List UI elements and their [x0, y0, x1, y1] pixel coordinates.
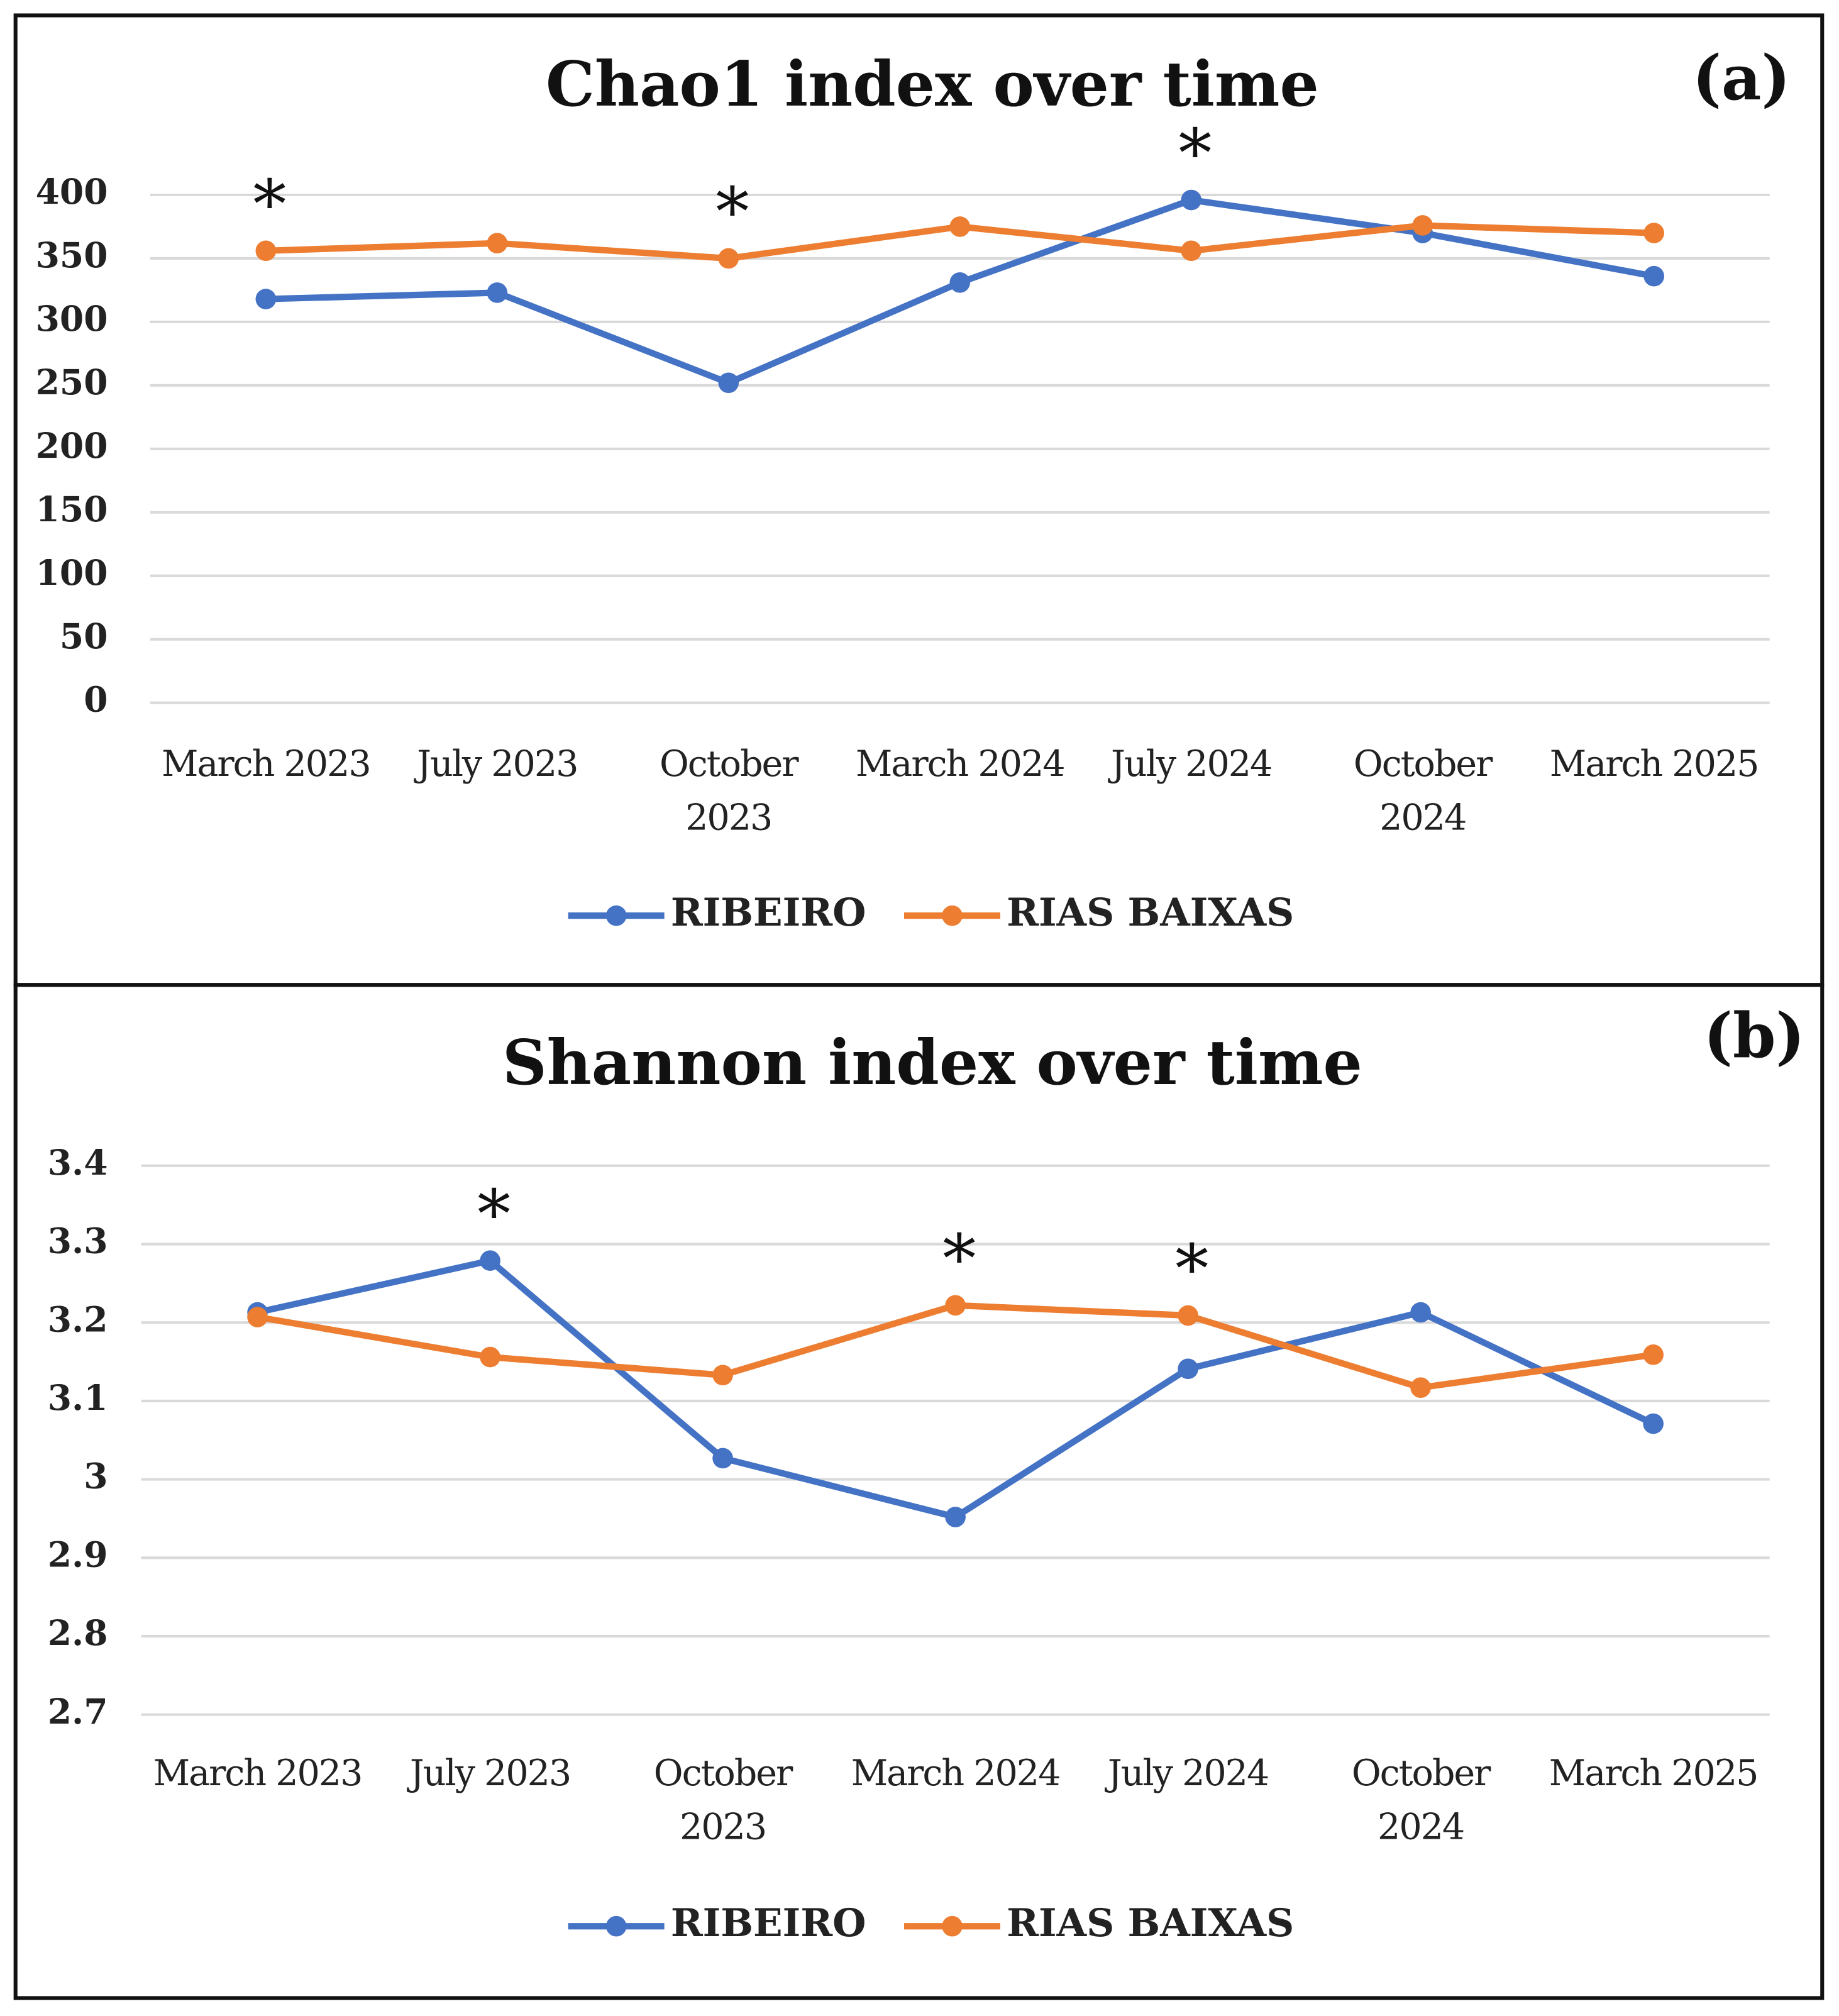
x-tick-label: October 2023	[653, 1751, 793, 1848]
point	[945, 1507, 966, 1527]
x-tick-label-box: July 2023	[409, 1751, 572, 1795]
point	[1643, 265, 1664, 287]
x-tick-label-box: October 2024	[1353, 742, 1493, 839]
x-tick-label-box: March 2023	[153, 1751, 363, 1795]
point	[1410, 1302, 1431, 1323]
x-tick-label: March 2024	[851, 1751, 1061, 1795]
point	[1643, 1413, 1664, 1434]
point	[255, 240, 277, 262]
point	[480, 1250, 500, 1271]
y-tick-label: 3.2	[48, 1299, 108, 1339]
legend-marker	[942, 905, 963, 926]
x-tick-label-box: October 2023	[659, 742, 799, 839]
x-tick-label-box: July 2024	[1107, 1751, 1269, 1795]
x-tick-label: July 2023	[417, 742, 578, 785]
point	[480, 1346, 500, 1368]
panel-label: (b)	[1704, 1000, 1805, 1072]
point	[712, 1448, 733, 1469]
y-tick-label: 150	[36, 489, 108, 529]
x-tick-label: March 2023	[161, 742, 372, 785]
y-tick-label: 3.1	[48, 1377, 108, 1418]
annotation: *	[942, 1221, 976, 1298]
panel-label: (a)	[1693, 42, 1791, 114]
x-tick-label-box: March 2024	[855, 742, 1066, 785]
x-tick-label: July 2024	[1111, 742, 1273, 785]
x-tick-label-box: March 2025	[1549, 1751, 1759, 1795]
y-tick-label: 250	[36, 362, 108, 402]
x-tick-label: July 2023	[409, 1751, 572, 1795]
annotation: *	[1175, 1231, 1208, 1309]
x-tick-label-box: July 2023	[417, 742, 578, 785]
x-tick-label: October 2024	[1353, 742, 1493, 839]
chart-title: Chao1 index over time	[546, 48, 1319, 121]
point	[718, 248, 739, 269]
y-tick-label: 200	[36, 425, 108, 466]
x-tick-label-box: July 2024	[1111, 742, 1273, 785]
point	[1178, 1358, 1198, 1380]
x-tick-label: March 2023	[153, 1751, 363, 1795]
panel-border	[13, 983, 1825, 2000]
x-tick-label-box: March 2024	[851, 1751, 1061, 1795]
x-tick-label-box: March 2023	[161, 742, 372, 785]
point	[945, 1295, 966, 1316]
x-tick-label: March 2024	[855, 742, 1066, 785]
point	[1412, 215, 1433, 236]
x-tick-label: March 2025	[1549, 742, 1760, 785]
x-tick-label: March 2025	[1549, 1751, 1759, 1795]
legend-marker	[605, 1915, 627, 1937]
x-tick-label: July 2024	[1107, 1751, 1269, 1795]
point	[247, 1307, 268, 1327]
point	[1178, 1305, 1198, 1326]
point	[718, 372, 739, 394]
y-tick-label: 50	[60, 616, 108, 656]
legend-marker	[605, 905, 627, 926]
point	[712, 1365, 733, 1386]
y-tick-label: 100	[36, 552, 108, 593]
y-tick-label: 300	[36, 298, 108, 339]
chart-title: Shannon index over time	[502, 1027, 1362, 1099]
x-tick-label-box: October 2024	[1351, 1751, 1491, 1848]
legend-label: RIBEIRO	[671, 890, 866, 935]
point	[255, 289, 277, 309]
x-tick-label-box: March 2025	[1549, 742, 1760, 785]
annotation: *	[1178, 116, 1212, 193]
x-tick-label: October 2023	[659, 742, 799, 839]
point	[1181, 240, 1202, 262]
y-tick-label: 0	[84, 679, 108, 720]
legend-marker	[942, 1915, 963, 1937]
y-tick-label: 3.3	[48, 1221, 108, 1261]
x-tick-label-box: October 2023	[653, 1751, 793, 1848]
annotation: *	[477, 1176, 511, 1253]
y-tick-label: 3	[84, 1456, 108, 1497]
y-tick-label: 3.4	[48, 1142, 108, 1183]
point	[487, 233, 508, 254]
legend-label: RIAS BAIXAS	[1007, 1901, 1294, 1946]
annotation: *	[253, 166, 286, 243]
point	[949, 216, 971, 237]
y-tick-label: 2.7	[48, 1691, 108, 1732]
point	[1410, 1377, 1431, 1398]
point	[949, 272, 971, 293]
legend-label: RIAS BAIXAS	[1007, 890, 1294, 935]
y-tick-label: 2.9	[48, 1534, 108, 1575]
y-tick-label: 350	[36, 235, 108, 275]
annotation: *	[715, 174, 749, 251]
point	[1643, 1344, 1664, 1365]
point	[1181, 189, 1202, 211]
y-tick-label: 400	[36, 171, 108, 212]
point	[1643, 223, 1664, 243]
y-tick-label: 2.8	[48, 1612, 108, 1653]
x-tick-label: October 2024	[1351, 1751, 1491, 1848]
legend-label: RIBEIRO	[671, 1901, 866, 1946]
point	[487, 282, 508, 303]
